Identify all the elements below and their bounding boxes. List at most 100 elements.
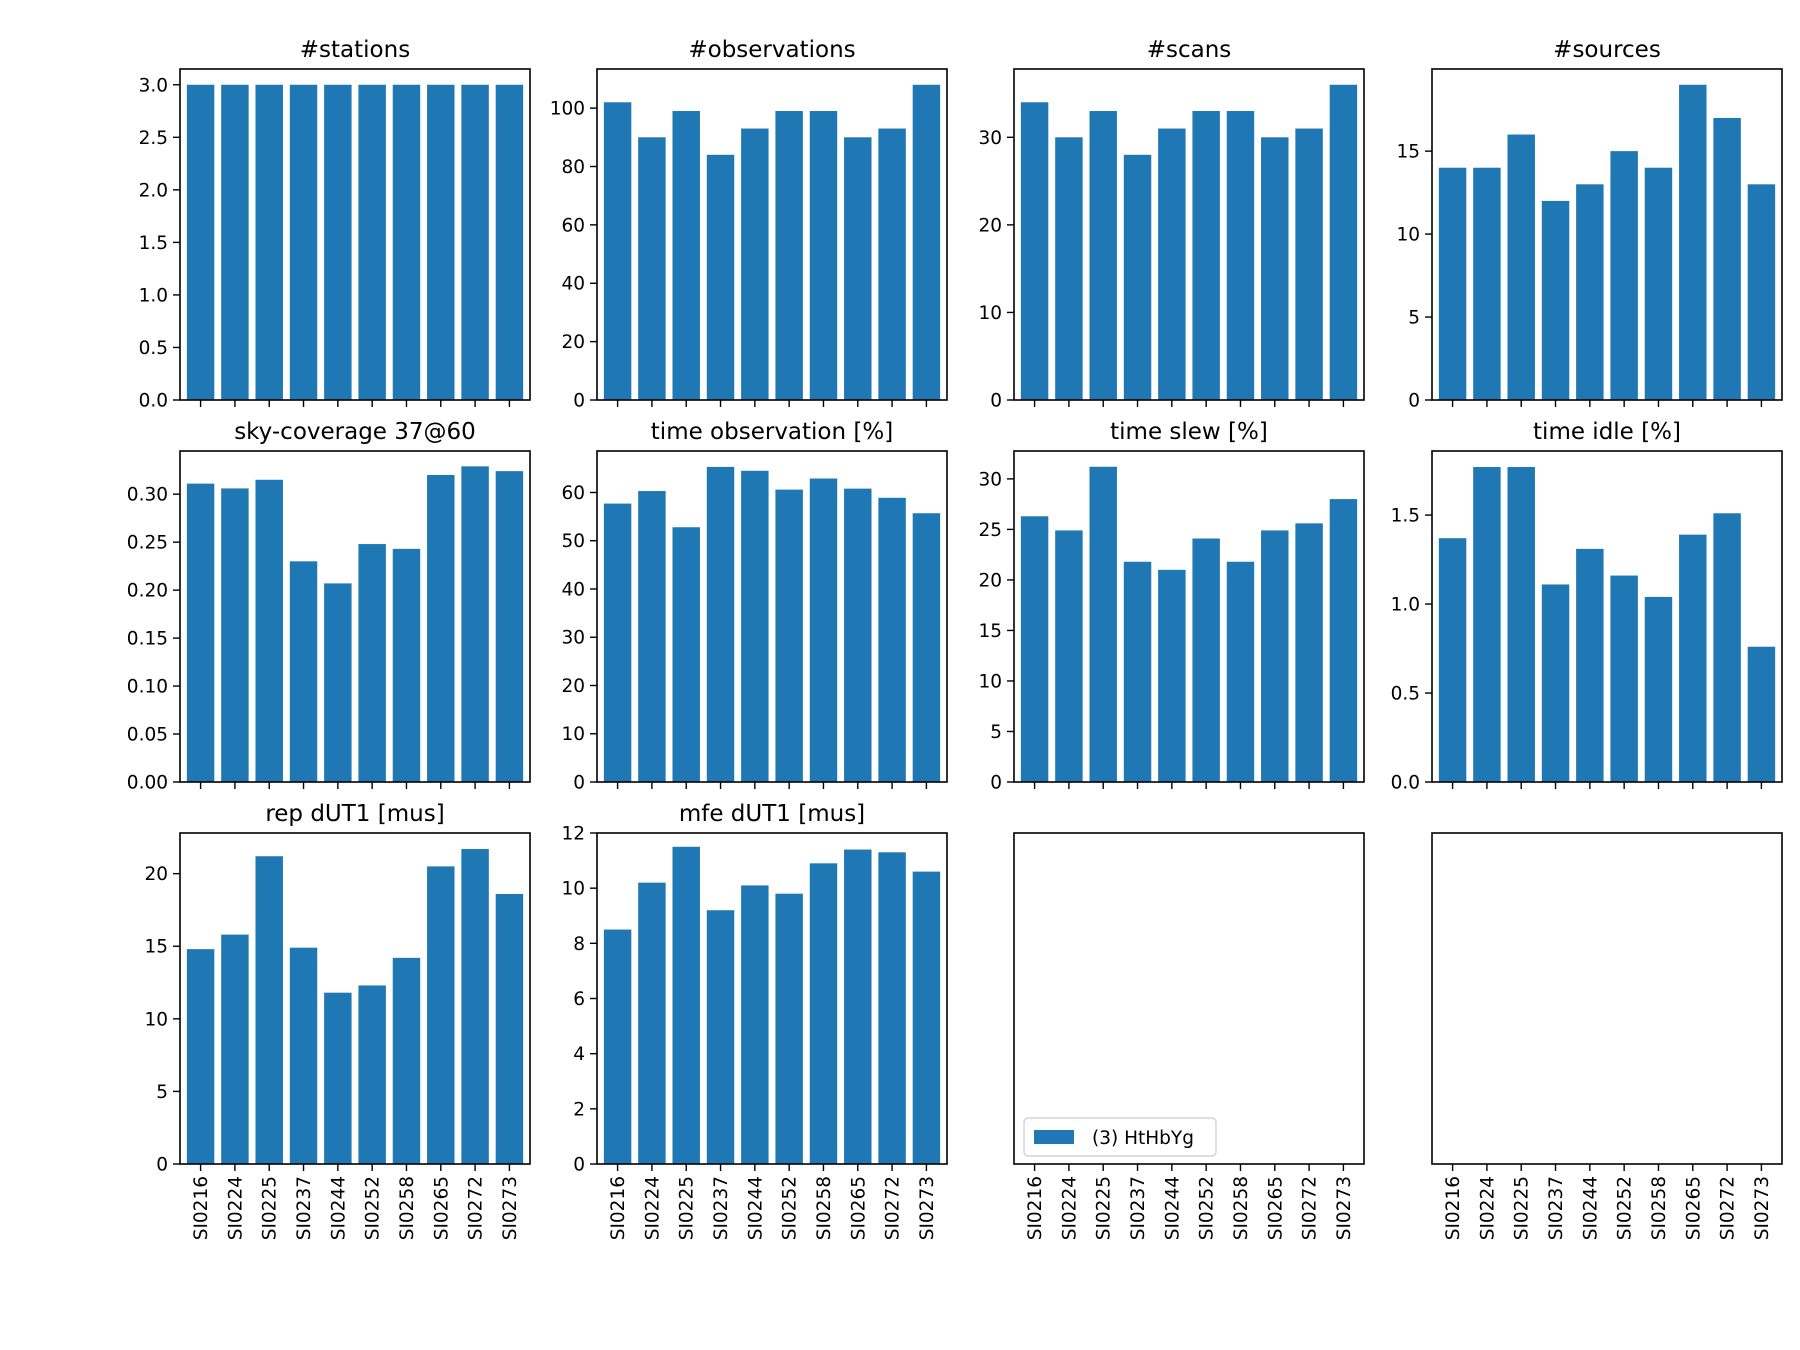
bar-SI0237 (289, 947, 318, 1164)
bar-SI0244 (741, 885, 769, 1164)
bar-SI0258 (392, 957, 421, 1164)
y-tick-label: 1.0 (1391, 595, 1420, 616)
bar-SI0237 (1541, 200, 1570, 400)
y-tick-label: 20 (561, 332, 585, 353)
bar-SI0273 (495, 471, 524, 782)
bar-SI0258 (1226, 561, 1255, 782)
bar-SI0272 (878, 128, 906, 401)
x-tick-label: SI0237 (1546, 1176, 1567, 1240)
y-tick-label: 20 (978, 215, 1002, 236)
subplot-5: sky-coverage 37@60 0.00 0.05 0.10 0.15 0.20 0.… (127, 419, 531, 794)
y-tick-label: 0.20 (127, 581, 168, 602)
bar-SI0225 (672, 527, 700, 782)
y-tick-label: 10 (561, 724, 585, 745)
y-tick-label: 25 (978, 520, 1002, 541)
y-tick-label: 3.0 (139, 75, 168, 96)
y-tick-label: 5 (990, 722, 1002, 743)
bar-SI0273 (912, 513, 941, 782)
y-tick-label: 0.5 (1391, 684, 1420, 705)
bar-SI0273 (1329, 84, 1358, 400)
subplot-6: time observation [%] 0 10 20 30 40 50 60 (561, 419, 948, 794)
subplot-1: #stations 0.0 0.5 1.0 1.5 2.0 2.5 3.0 (139, 37, 531, 412)
x-tick-label: SI0237 (711, 1176, 732, 1240)
y-tick-label: 100 (550, 99, 585, 120)
axes-frame (1013, 832, 1365, 1165)
y-tick-label: 0.0 (139, 391, 168, 412)
axes-frame (179, 450, 531, 783)
subplot-title: time observation [%] (651, 419, 893, 445)
bar-SI0272 (878, 852, 906, 1164)
bar-SI0252 (358, 544, 386, 782)
y-tick-label: 2.0 (139, 180, 168, 201)
y-tick-label: 40 (561, 579, 585, 600)
bar-SI0265 (1679, 84, 1707, 400)
x-tick-label: SI0225 (677, 1176, 698, 1240)
x-tick-label: SI0258 (1649, 1176, 1670, 1240)
bar-SI0237 (1541, 584, 1570, 782)
bar-SI0258 (392, 84, 421, 400)
y-tick-label: 10 (561, 879, 585, 900)
y-tick-label: 0.5 (139, 338, 168, 359)
bar-SI0237 (289, 84, 318, 400)
legend: (3) HtHbYg (1023, 1117, 1217, 1157)
x-tick-label: SI0272 (1300, 1176, 1321, 1240)
subplot-9: rep dUT1 [mus] 0 5 10 15 20 SI0216 SI0224 SI0225… (144, 801, 531, 1240)
y-tick-label: 0.30 (127, 485, 168, 506)
y-tick-label: 30 (978, 469, 1002, 490)
y-tick-label: 0.10 (127, 677, 168, 698)
bar-SI0265 (1679, 534, 1707, 782)
axes-frame (1431, 832, 1783, 1165)
y-tick-label: 1.5 (139, 233, 168, 254)
x-tick-label: SI0258 (397, 1176, 418, 1240)
bar-SI0244 (1576, 548, 1604, 782)
bar-SI0244 (1158, 569, 1186, 782)
bar-SI0225 (255, 856, 283, 1164)
subplot-2: #observations 0 20 40 60 80 100 (550, 37, 948, 412)
y-tick-label: 80 (561, 157, 585, 178)
x-tick-label: SI0244 (1162, 1176, 1183, 1240)
bar-SI0237 (1123, 154, 1152, 400)
bar-SI0272 (461, 466, 489, 782)
x-tick-label: SI0237 (294, 1176, 315, 1240)
y-tick-label: 2 (573, 1099, 585, 1120)
legend-swatch (1034, 1130, 1074, 1144)
axes-frame (1013, 450, 1365, 783)
x-tick-label: SI0258 (1231, 1176, 1252, 1240)
bar-SI0252 (775, 111, 803, 400)
axes-frame (179, 832, 531, 1165)
bar-SI0265 (844, 137, 872, 401)
y-tick-label: 20 (561, 676, 585, 697)
bar-SI0273 (495, 893, 524, 1164)
bar-SI0237 (706, 910, 735, 1164)
y-tick-label: 30 (561, 628, 585, 649)
bar-SI0244 (741, 470, 769, 782)
subplot-8: time idle [%] 0.0 0.5 1.0 1.5 (1391, 419, 1783, 794)
bar-SI0216 (1438, 538, 1467, 782)
y-tick-label: 0 (990, 391, 1002, 412)
bar-SI0225 (672, 846, 700, 1164)
bar-SI0252 (1610, 151, 1638, 400)
x-tick-label: SI0224 (225, 1176, 246, 1240)
x-tick-label: SI0225 (1512, 1176, 1533, 1240)
bar-SI0216 (1020, 102, 1049, 400)
y-tick-label: 15 (144, 937, 168, 958)
x-tick-label: SI0224 (642, 1176, 663, 1240)
bar-SI0225 (1089, 111, 1117, 400)
legend-box (1023, 1117, 1217, 1157)
axes-frame (596, 68, 948, 401)
bar-SI0244 (741, 128, 769, 401)
bar-SI0216 (1438, 167, 1467, 400)
axes-frame (1431, 450, 1783, 783)
legend-label: (3) HtHbYg (1092, 1128, 1194, 1149)
bar-SI0265 (1261, 530, 1289, 782)
x-tick-label: SI0216 (191, 1176, 212, 1240)
x-tick-label: SI0244 (328, 1176, 349, 1240)
bar-SI0224 (221, 934, 249, 1164)
bar-SI0225 (672, 111, 700, 400)
bar-SI0225 (1089, 466, 1117, 782)
subplot-3: #scans 0 10 20 30 (978, 37, 1365, 412)
bar-SI0273 (1329, 499, 1358, 782)
x-tick-label: SI0272 (883, 1176, 904, 1240)
y-tick-label: 10 (978, 671, 1002, 692)
